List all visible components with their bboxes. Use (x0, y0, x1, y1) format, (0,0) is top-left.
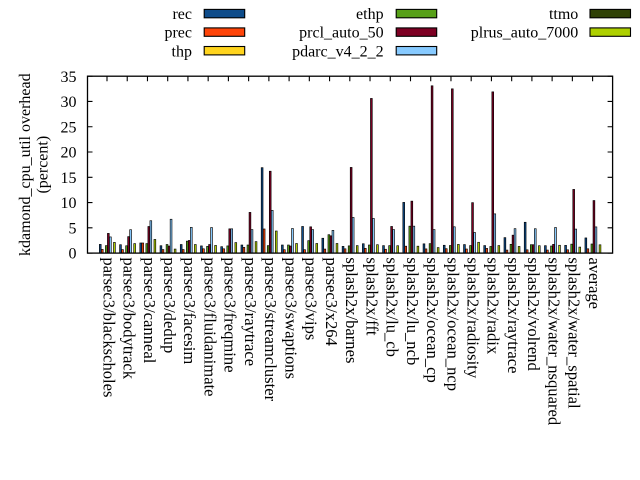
svg-text:10: 10 (61, 195, 77, 212)
svg-text:parsec3/swaptions: parsec3/swaptions (281, 257, 300, 379)
svg-text:35: 35 (61, 69, 77, 86)
svg-text:20: 20 (61, 145, 77, 162)
svg-text:kdamond_cpu_util overhead: kdamond_cpu_util overhead (17, 73, 34, 256)
svg-text:25: 25 (61, 119, 77, 136)
svg-text:parsec3/freqmine: parsec3/freqmine (221, 257, 240, 372)
svg-text:parsec3/fluidanimate: parsec3/fluidanimate (200, 257, 219, 396)
svg-text:0: 0 (69, 246, 77, 263)
svg-text:parsec3/raytrace: parsec3/raytrace (241, 257, 260, 366)
svg-text:parsec3/canneal: parsec3/canneal (140, 257, 159, 363)
svg-text:30: 30 (61, 94, 77, 111)
svg-text:average: average (585, 257, 604, 309)
svg-text:parsec3/dedup: parsec3/dedup (160, 257, 179, 353)
svg-text:parsec3/bodytrack: parsec3/bodytrack (120, 257, 139, 379)
svg-text:(percent): (percent) (34, 136, 51, 194)
svg-text:parsec3/vips: parsec3/vips (302, 257, 321, 340)
svg-text:splash2x/raytrace: splash2x/raytrace (504, 257, 523, 373)
svg-text:splash2x/radix: splash2x/radix (484, 257, 503, 354)
svg-text:prcl_auto_50: prcl_auto_50 (299, 25, 383, 42)
svg-text:splash2x/volrend: splash2x/volrend (524, 257, 543, 371)
svg-text:thp: thp (172, 43, 192, 60)
svg-text:splash2x/ocean_cp: splash2x/ocean_cp (423, 257, 442, 382)
svg-text:ethp: ethp (356, 6, 384, 23)
svg-text:pdarc_v4_2_2: pdarc_v4_2_2 (292, 43, 384, 60)
svg-text:splash2x/radiosity: splash2x/radiosity (464, 257, 483, 378)
svg-text:5: 5 (69, 220, 77, 237)
svg-text:splash2x/lu_cb: splash2x/lu_cb (383, 257, 402, 357)
svg-text:15: 15 (61, 170, 77, 187)
svg-text:rec: rec (172, 6, 192, 23)
svg-text:ttmo: ttmo (549, 6, 578, 23)
svg-text:parsec3/streamcluster: parsec3/streamcluster (261, 257, 280, 401)
svg-text:plrus_auto_7000: plrus_auto_7000 (471, 25, 579, 42)
svg-text:splash2x/barnes: splash2x/barnes (342, 257, 361, 363)
svg-text:parsec3/blackscholes: parsec3/blackscholes (99, 257, 118, 397)
svg-text:parsec3/x264: parsec3/x264 (322, 257, 341, 346)
svg-text:prec: prec (164, 25, 192, 42)
svg-text:splash2x/ocean_ncp: splash2x/ocean_ncp (443, 257, 462, 391)
svg-text:splash2x/water_spatial: splash2x/water_spatial (565, 257, 584, 409)
svg-text:splash2x/lu_ncb: splash2x/lu_ncb (403, 257, 422, 365)
svg-text:splash2x/fft: splash2x/fft (362, 257, 381, 335)
svg-text:splash2x/water_nsquared: splash2x/water_nsquared (544, 257, 563, 425)
svg-text:parsec3/facesim: parsec3/facesim (180, 257, 199, 364)
